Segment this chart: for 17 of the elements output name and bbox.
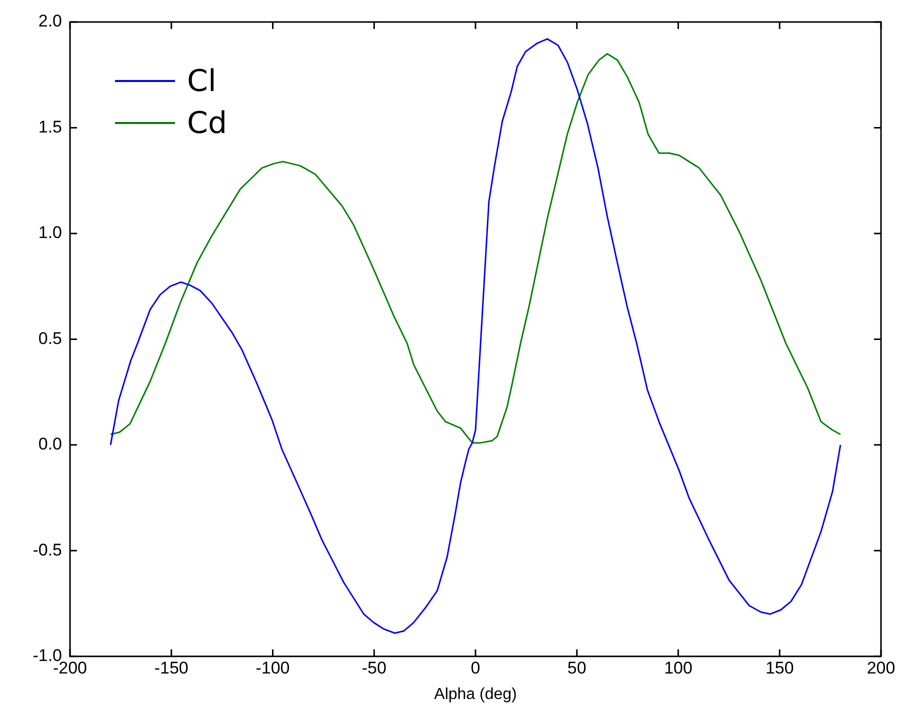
- y-tick-label: 1.0: [38, 223, 62, 242]
- y-tick-label: 2.0: [38, 12, 62, 31]
- x-tick-label: 100: [664, 658, 692, 678]
- x-tick-label: 150: [765, 658, 794, 678]
- y-tick-label: 0.5: [38, 328, 62, 348]
- x-tick-label: -100: [256, 658, 290, 678]
- x-tick-label: -50: [362, 658, 386, 678]
- x-tick-label: 50: [567, 658, 586, 678]
- y-tick-label: 0.0: [38, 434, 62, 454]
- y-tick-label: 1.5: [38, 117, 62, 136]
- x-axis-title: Alpha (deg): [434, 686, 517, 703]
- y-tick-label: -0.5: [32, 540, 62, 560]
- legend-label: Cd: [187, 106, 227, 140]
- x-tick-label: -150: [154, 658, 188, 678]
- x-tick-label: 200: [866, 658, 896, 678]
- legend-label: Cl: [187, 64, 216, 98]
- x-tick-label: 0: [470, 658, 480, 678]
